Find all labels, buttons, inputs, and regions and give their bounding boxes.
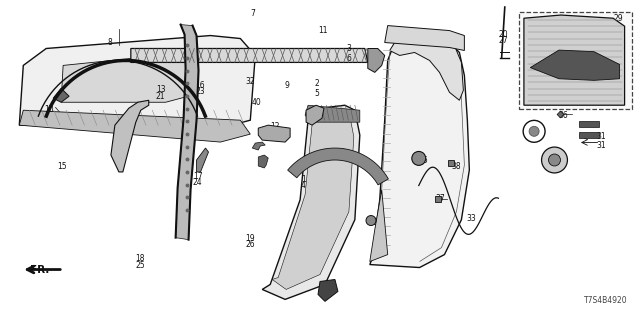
Text: 32: 32 — [245, 77, 255, 86]
Text: 40: 40 — [252, 98, 261, 107]
Polygon shape — [305, 105, 360, 122]
Polygon shape — [524, 15, 625, 105]
Polygon shape — [262, 105, 360, 300]
Polygon shape — [111, 100, 148, 172]
Text: 19: 19 — [245, 234, 255, 243]
Text: 7: 7 — [251, 9, 255, 18]
Text: 6: 6 — [346, 53, 351, 62]
Polygon shape — [19, 110, 250, 142]
Text: 39: 39 — [372, 218, 382, 227]
Text: 18: 18 — [136, 254, 145, 263]
Text: 31: 31 — [597, 141, 607, 150]
Text: 37: 37 — [435, 194, 445, 203]
Text: 3: 3 — [346, 44, 351, 53]
Polygon shape — [306, 105, 324, 125]
Text: 36: 36 — [559, 111, 568, 120]
Bar — [519, 12, 632, 109]
Polygon shape — [318, 279, 338, 301]
Text: 34: 34 — [532, 127, 541, 136]
Polygon shape — [196, 148, 209, 172]
Text: 23: 23 — [195, 87, 205, 96]
Bar — [579, 132, 599, 138]
Polygon shape — [131, 49, 368, 62]
Bar — [579, 121, 599, 127]
Polygon shape — [385, 26, 465, 51]
Text: 5: 5 — [314, 89, 319, 98]
Text: 15: 15 — [57, 162, 67, 171]
Circle shape — [366, 216, 376, 226]
Text: 22: 22 — [119, 130, 129, 139]
Text: 4: 4 — [301, 181, 306, 190]
Polygon shape — [287, 148, 388, 185]
Text: FR.: FR. — [29, 265, 49, 275]
Text: 16: 16 — [195, 81, 205, 90]
Text: 10: 10 — [44, 105, 54, 114]
Circle shape — [523, 120, 545, 142]
Text: 2: 2 — [314, 79, 319, 88]
Text: 38: 38 — [451, 162, 461, 171]
Circle shape — [548, 154, 561, 166]
Text: 28: 28 — [554, 152, 564, 161]
Text: 31: 31 — [597, 132, 607, 140]
Text: 20: 20 — [499, 30, 508, 39]
Text: 30: 30 — [565, 27, 575, 36]
Polygon shape — [390, 33, 463, 100]
Text: 33: 33 — [467, 214, 477, 223]
Text: 30: 30 — [596, 65, 607, 74]
Text: 35: 35 — [419, 156, 428, 164]
Text: 9: 9 — [284, 81, 289, 90]
Text: 17: 17 — [193, 172, 202, 181]
Polygon shape — [368, 49, 385, 72]
Circle shape — [541, 147, 568, 173]
Polygon shape — [272, 111, 354, 289]
Text: T7S4B4920: T7S4B4920 — [584, 296, 627, 305]
Polygon shape — [370, 190, 388, 261]
Text: 13: 13 — [156, 85, 166, 94]
Text: 8: 8 — [108, 38, 112, 47]
Polygon shape — [531, 50, 620, 80]
Text: 12: 12 — [271, 122, 280, 131]
Polygon shape — [252, 142, 265, 150]
Text: 26: 26 — [245, 240, 255, 249]
Polygon shape — [370, 36, 469, 268]
Text: 21: 21 — [156, 92, 166, 101]
Polygon shape — [61, 54, 196, 102]
Polygon shape — [53, 88, 69, 102]
Text: 11: 11 — [319, 27, 328, 36]
Text: 27: 27 — [499, 36, 508, 45]
Polygon shape — [19, 36, 255, 128]
Text: 25: 25 — [136, 261, 145, 270]
Circle shape — [529, 126, 539, 136]
Text: 24: 24 — [193, 179, 202, 188]
Text: 1: 1 — [301, 175, 306, 184]
Polygon shape — [259, 125, 290, 142]
Circle shape — [412, 151, 426, 165]
Text: 29: 29 — [613, 14, 623, 23]
Polygon shape — [259, 155, 268, 168]
Text: 14: 14 — [119, 124, 129, 132]
Polygon shape — [175, 25, 198, 240]
